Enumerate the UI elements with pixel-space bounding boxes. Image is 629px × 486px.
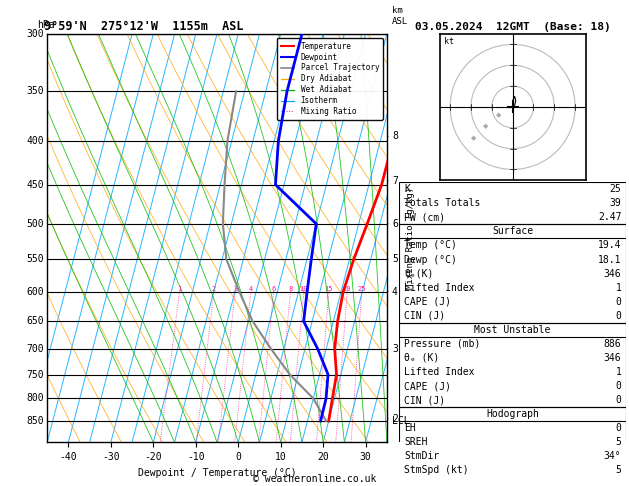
- Text: Pressure (mb): Pressure (mb): [404, 339, 481, 349]
- Text: 8: 8: [288, 286, 292, 292]
- Text: 25: 25: [357, 286, 366, 292]
- Text: 346: 346: [604, 353, 621, 363]
- Text: 346: 346: [604, 269, 621, 278]
- Text: 25: 25: [610, 184, 621, 194]
- X-axis label: Dewpoint / Temperature (°C): Dewpoint / Temperature (°C): [138, 468, 296, 478]
- Text: 400: 400: [26, 136, 44, 146]
- Text: 1: 1: [177, 286, 182, 292]
- Text: 4: 4: [248, 286, 253, 292]
- Text: CIN (J): CIN (J): [404, 395, 445, 405]
- Bar: [399, 407, 626, 477]
- Text: Hodograph: Hodograph: [486, 409, 539, 419]
- Text: CAPE (J): CAPE (J): [404, 297, 451, 307]
- Text: θₑ(K): θₑ(K): [404, 269, 433, 278]
- Text: K: K: [404, 184, 410, 194]
- Text: 350: 350: [26, 87, 44, 96]
- Text: 550: 550: [26, 254, 44, 264]
- Text: 886: 886: [604, 339, 621, 349]
- Text: 7: 7: [392, 175, 398, 186]
- Text: Surface: Surface: [492, 226, 533, 237]
- Text: 2.47: 2.47: [598, 212, 621, 223]
- Text: 5: 5: [615, 437, 621, 447]
- Text: 0: 0: [615, 381, 621, 391]
- Text: 20: 20: [343, 286, 352, 292]
- Text: 600: 600: [26, 287, 44, 296]
- Text: 3: 3: [392, 344, 398, 354]
- Text: 4: 4: [392, 287, 398, 296]
- Text: LCL: LCL: [392, 416, 409, 426]
- Text: 03.05.2024  12GMT  (Base: 18): 03.05.2024 12GMT (Base: 18): [415, 21, 611, 32]
- Text: © weatheronline.co.uk: © weatheronline.co.uk: [253, 473, 376, 484]
- Text: 5: 5: [392, 254, 398, 264]
- Text: 750: 750: [26, 369, 44, 380]
- Text: Temp (°C): Temp (°C): [404, 241, 457, 250]
- Text: 5: 5: [615, 466, 621, 475]
- Text: 850: 850: [26, 416, 44, 426]
- Text: StmSpd (kt): StmSpd (kt): [404, 466, 469, 475]
- Text: 6: 6: [392, 219, 398, 229]
- Text: 19.4: 19.4: [598, 241, 621, 250]
- Text: 0: 0: [615, 423, 621, 433]
- Text: Totals Totals: Totals Totals: [404, 198, 481, 208]
- Text: ◆: ◆: [484, 123, 489, 129]
- Bar: [399, 225, 626, 323]
- Text: 0: 0: [615, 297, 621, 307]
- Text: ◆: ◆: [496, 112, 501, 118]
- Text: 450: 450: [26, 180, 44, 190]
- Text: 9°59'N  275°12'W  1155m  ASL: 9°59'N 275°12'W 1155m ASL: [44, 20, 243, 33]
- Bar: [399, 182, 626, 225]
- Text: Dewp (°C): Dewp (°C): [404, 255, 457, 264]
- Text: 39: 39: [610, 198, 621, 208]
- Text: StmDir: StmDir: [404, 451, 439, 461]
- Text: EH: EH: [404, 423, 416, 433]
- Text: 800: 800: [26, 394, 44, 403]
- Text: 700: 700: [26, 344, 44, 354]
- Legend: Temperature, Dewpoint, Parcel Trajectory, Dry Adiabat, Wet Adiabat, Isotherm, Mi: Temperature, Dewpoint, Parcel Trajectory…: [277, 38, 383, 120]
- Text: hPa: hPa: [37, 20, 55, 30]
- Text: 0: 0: [615, 311, 621, 321]
- Bar: [399, 323, 626, 407]
- Text: 34°: 34°: [604, 451, 621, 461]
- Text: 300: 300: [26, 29, 44, 39]
- Text: Lifted Index: Lifted Index: [404, 283, 474, 293]
- Text: 1: 1: [615, 283, 621, 293]
- Text: 15: 15: [325, 286, 333, 292]
- Text: 18.1: 18.1: [598, 255, 621, 264]
- Text: kt: kt: [444, 37, 454, 47]
- Text: 0: 0: [615, 395, 621, 405]
- Text: PW (cm): PW (cm): [404, 212, 445, 223]
- Text: Lifted Index: Lifted Index: [404, 367, 474, 377]
- Text: 500: 500: [26, 219, 44, 229]
- Text: 1: 1: [615, 367, 621, 377]
- Text: Mixing Ratio (g/kg): Mixing Ratio (g/kg): [406, 187, 415, 289]
- Text: Most Unstable: Most Unstable: [474, 325, 551, 335]
- Text: CAPE (J): CAPE (J): [404, 381, 451, 391]
- Text: 6: 6: [272, 286, 276, 292]
- Text: 2: 2: [392, 414, 398, 424]
- Text: 10: 10: [299, 286, 308, 292]
- Text: 650: 650: [26, 316, 44, 326]
- Text: 2: 2: [212, 286, 216, 292]
- Text: θₑ (K): θₑ (K): [404, 353, 439, 363]
- Text: CIN (J): CIN (J): [404, 311, 445, 321]
- Text: 3: 3: [233, 286, 237, 292]
- Text: 8: 8: [392, 131, 398, 141]
- Text: SREH: SREH: [404, 437, 428, 447]
- Text: ◆: ◆: [471, 135, 476, 141]
- Text: km
ASL: km ASL: [392, 6, 408, 26]
